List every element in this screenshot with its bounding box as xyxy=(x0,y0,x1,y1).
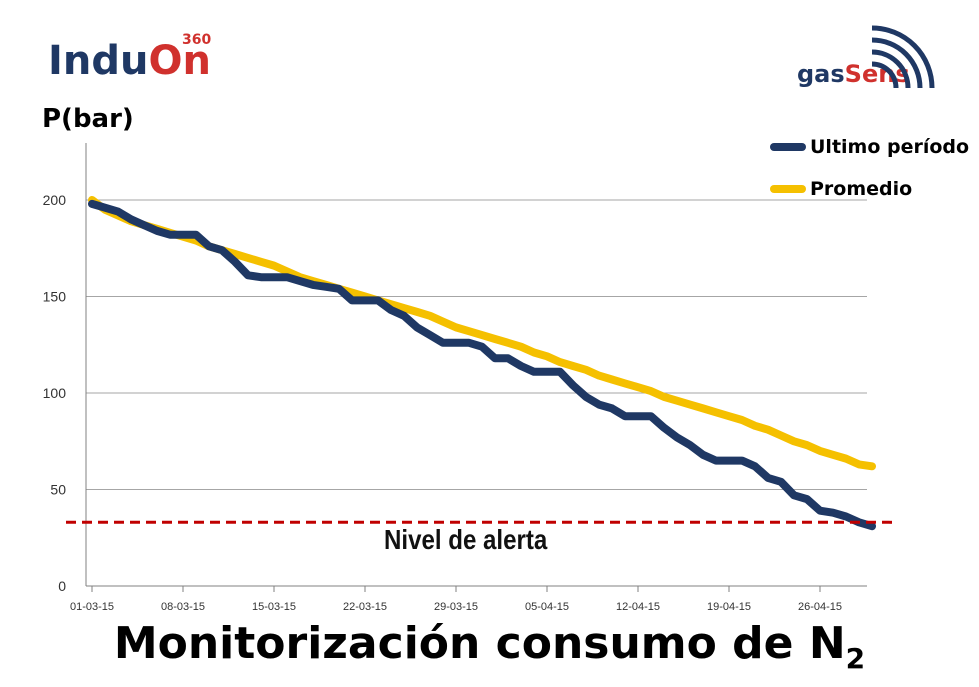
axis-layer: 0 50 100 150 200 01-03-15 08-03-15 15-03-15 22-0… xyxy=(43,143,867,613)
legend-item-promedio: Promedio xyxy=(770,168,969,210)
legend-label-promedio: Promedio xyxy=(810,178,913,200)
chart-title-main: Monitorización consumo de N xyxy=(113,618,846,669)
y-tick-label: 100 xyxy=(43,385,67,401)
alert-threshold-label: Nivel de alerta xyxy=(384,524,548,555)
y-tick-label: 0 xyxy=(58,578,66,594)
grid-layer xyxy=(86,199,867,490)
y-tick-label: 200 xyxy=(43,192,67,208)
induon-logo-main: Indu xyxy=(48,38,149,84)
x-tick-label: 26-04-15 xyxy=(798,601,842,613)
x-tick-label: 19-04-15 xyxy=(707,601,751,613)
signal-waves-icon xyxy=(871,25,935,89)
x-tick-label: 01-03-15 xyxy=(70,601,114,613)
gassens-logo-main: gas xyxy=(797,60,845,88)
y-tick-label: 150 xyxy=(43,289,67,305)
induon-logo-badge: 360 xyxy=(182,32,212,48)
series-line-promedio xyxy=(88,196,876,471)
legend-label-ultimo: Ultimo período xyxy=(810,136,970,158)
x-tick-label: 15-03-15 xyxy=(252,601,296,613)
series-layer xyxy=(88,196,876,531)
x-tick-label: 08-03-15 xyxy=(161,601,205,613)
y-tick-label: 50 xyxy=(50,482,66,498)
y-axis-label: P(bar) xyxy=(42,104,134,134)
legend-item-ultimo: Ultimo período xyxy=(770,126,969,168)
chart-title-subscript: 2 xyxy=(845,642,866,675)
x-tick-label: 29-03-15 xyxy=(434,601,478,613)
legend-swatch-ultimo xyxy=(770,143,806,151)
chart-title: Monitorización consumo de N2 xyxy=(0,618,979,675)
induon-logo: InduOn xyxy=(48,38,211,84)
x-tick-label: 12-04-15 xyxy=(616,601,660,613)
x-tick-label: 22-03-15 xyxy=(343,601,387,613)
series-line-ultimo-periodo xyxy=(88,199,876,531)
legend-swatch-promedio xyxy=(770,185,806,193)
induon-logo-accent: On xyxy=(148,38,211,84)
chart-legend: Ultimo período Promedio xyxy=(770,126,969,210)
x-tick-label: 05-04-15 xyxy=(525,601,569,613)
